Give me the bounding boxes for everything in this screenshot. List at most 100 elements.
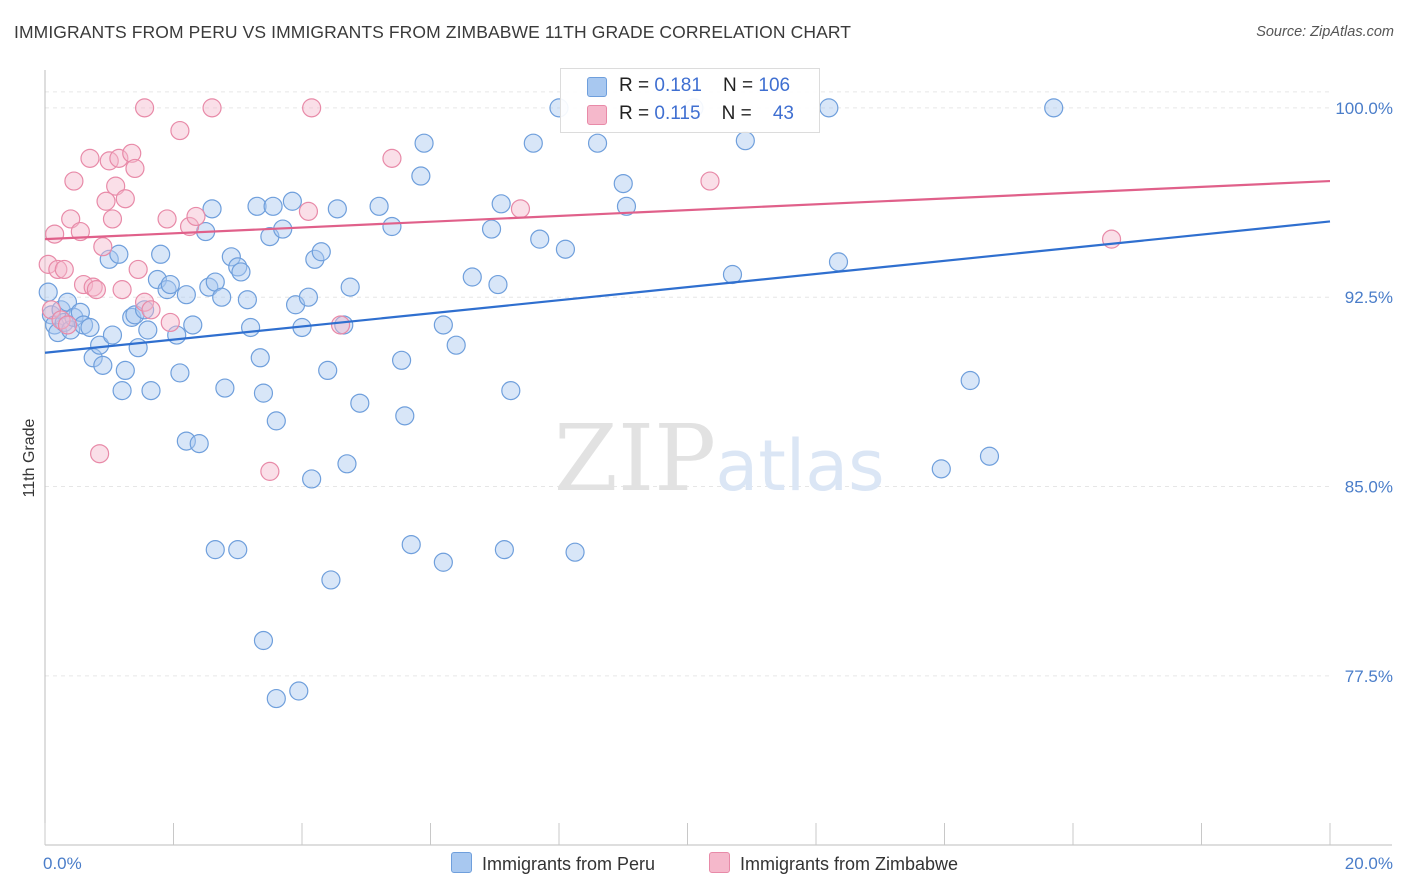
zimbabwe-point xyxy=(122,143,142,163)
peru-point xyxy=(340,277,360,297)
watermark-zip: ZIP xyxy=(554,405,716,512)
gridlines xyxy=(45,91,1330,677)
peru-point xyxy=(54,312,74,333)
zimbabwe-point xyxy=(186,206,206,227)
peru-point xyxy=(212,287,232,307)
peru-point xyxy=(587,133,608,153)
zimbabwe-point xyxy=(112,280,132,300)
zimbabwe-point xyxy=(109,148,129,168)
peru-point xyxy=(134,300,155,320)
peru-point xyxy=(237,290,257,310)
chart-source: Source: ZipAtlas.com xyxy=(1256,24,1394,40)
peru-point xyxy=(382,216,402,237)
zimbabwe-point xyxy=(298,201,319,221)
peru-point xyxy=(253,383,274,403)
peru-point xyxy=(157,280,177,300)
peru-point xyxy=(250,348,270,368)
y-tick-label: 100.0% xyxy=(1335,99,1393,118)
zimbabwe-point xyxy=(102,209,123,229)
peru-point xyxy=(215,378,235,398)
zimbabwe-point xyxy=(70,221,90,242)
bottom-legend-swatch-zimbabwe xyxy=(709,852,730,873)
peru-point xyxy=(411,166,431,186)
peru-point xyxy=(80,317,100,338)
peru-point xyxy=(494,540,514,560)
peru-point xyxy=(199,277,219,297)
y-axis-label: 11th Grade xyxy=(21,418,38,497)
zimbabwe-point xyxy=(330,315,351,335)
peru-point xyxy=(735,131,755,151)
bottom-legend-peru: Immigrants from Peru xyxy=(451,852,655,875)
peru-point xyxy=(93,355,113,375)
zimbabwe-point xyxy=(302,98,322,118)
legend-n-value-peru: 106 xyxy=(758,75,791,96)
peru-point xyxy=(266,688,286,709)
stats-legend: R = 0.181 N = 106 R = 0.115 N = 43 xyxy=(560,68,820,133)
legend-swatch-zimbabwe xyxy=(587,105,607,125)
legend-n-label: N = xyxy=(721,103,758,124)
zimbabwe-point xyxy=(41,300,62,320)
peru-point xyxy=(147,269,168,290)
zimbabwe-point xyxy=(106,176,126,196)
peru-point xyxy=(38,282,58,302)
peru-point xyxy=(228,540,248,560)
peru-point xyxy=(70,302,90,322)
zimbabwe-point xyxy=(51,310,71,330)
peru-point xyxy=(298,287,319,307)
peru-point xyxy=(481,219,502,239)
legend-r-value-peru: 0.181 xyxy=(654,75,702,96)
legend-r-value-zimbabwe: 0.115 xyxy=(654,103,701,124)
zimbabwe-point xyxy=(48,259,68,280)
zimbabwe-trend-line xyxy=(44,179,1331,241)
peru-point xyxy=(253,630,274,651)
zimbabwe-point xyxy=(93,237,113,257)
peru-point xyxy=(1044,98,1064,118)
peru-point xyxy=(321,570,341,590)
peru-point xyxy=(613,173,633,194)
watermark-atlas: atlas xyxy=(715,425,884,507)
x-tick-label: 0.0% xyxy=(43,854,82,873)
peru-point xyxy=(109,244,129,264)
peru-point xyxy=(369,196,389,216)
axes xyxy=(44,70,1392,846)
zimbabwe-point xyxy=(90,444,110,464)
watermark: ZIP atlas xyxy=(554,405,885,512)
peru-point xyxy=(337,454,357,474)
zimbabwe-point xyxy=(64,171,84,191)
peru-point xyxy=(350,393,370,413)
trend-lines xyxy=(44,179,1331,354)
peru-point xyxy=(228,257,248,277)
peru-point xyxy=(231,262,251,282)
peru-point xyxy=(241,317,261,338)
peru-point xyxy=(138,320,158,340)
zimbabwe-point xyxy=(202,98,222,118)
zimbabwe-point xyxy=(134,292,155,312)
bottom-legend-label-peru: Immigrants from Peru xyxy=(482,854,656,874)
peru-point xyxy=(266,411,286,431)
peru-trend-line xyxy=(44,220,1331,354)
peru-point xyxy=(102,325,123,345)
legend-n-label: N = xyxy=(723,75,759,96)
bottom-legend-label-zimbabwe: Immigrants from Zimbabwe xyxy=(740,854,959,874)
zimbabwe-point xyxy=(260,461,280,481)
y-tick-label: 92.5% xyxy=(1345,288,1393,307)
zimbabwe-point xyxy=(80,148,100,168)
zimbabwe-point xyxy=(57,315,78,335)
peru-point xyxy=(263,196,283,216)
peru-point xyxy=(391,350,412,370)
peru-point xyxy=(61,320,81,340)
zimbabwe-point xyxy=(179,216,200,237)
peru-point xyxy=(523,133,543,153)
legend-r-label: R = xyxy=(619,103,655,124)
peru-point xyxy=(318,360,338,381)
peru-point xyxy=(141,381,161,401)
peru-point xyxy=(160,274,180,295)
peru-point xyxy=(112,381,132,401)
x-tick-label: 20.0% xyxy=(1345,854,1393,873)
peru-point xyxy=(302,469,322,489)
peru-point xyxy=(414,133,434,153)
peru-point xyxy=(327,199,347,219)
peru-point xyxy=(170,363,190,383)
peru-point xyxy=(819,98,839,118)
